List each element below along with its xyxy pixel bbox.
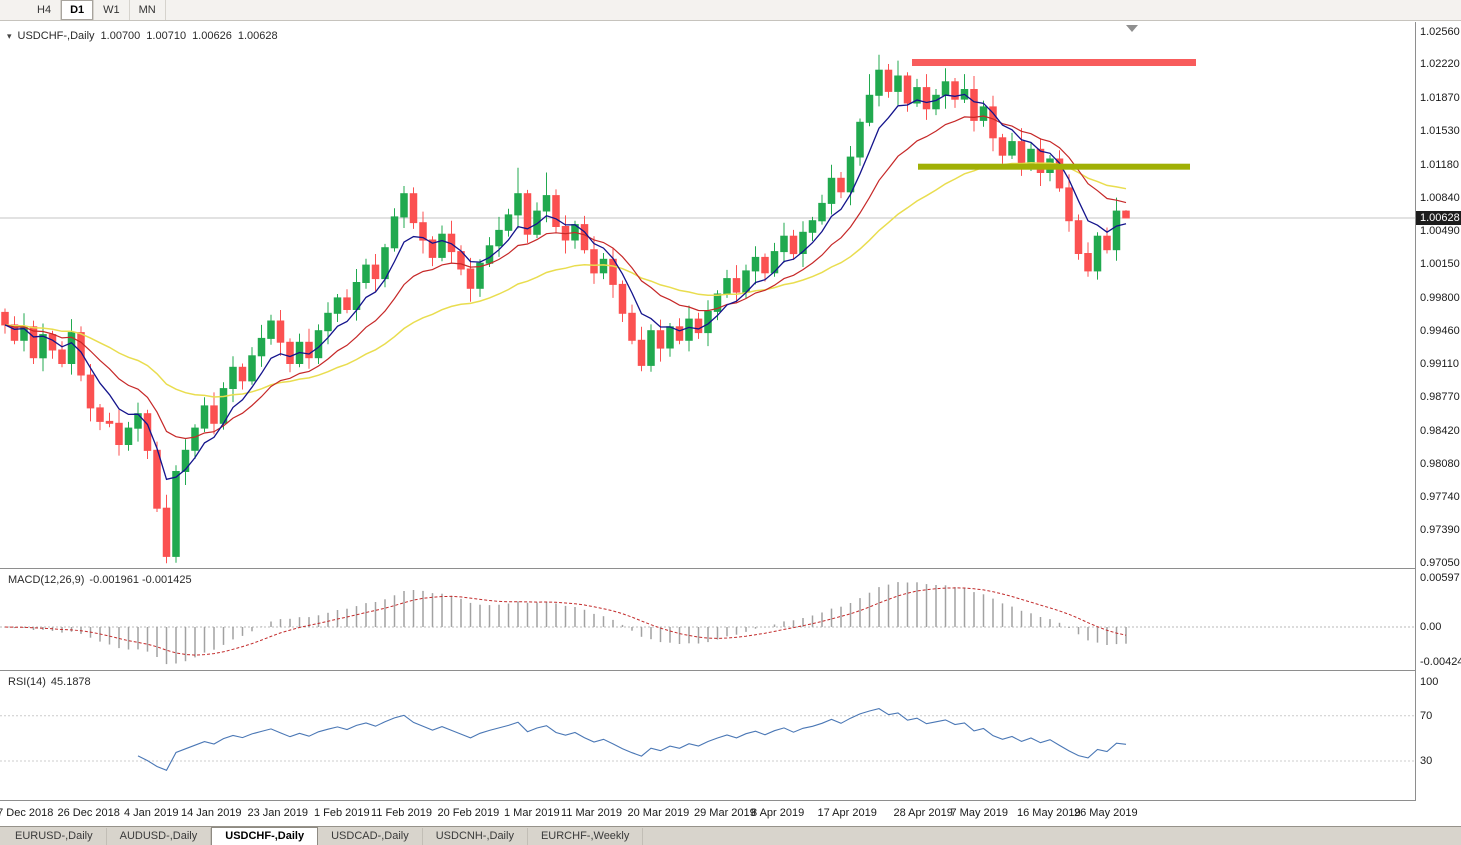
- info-symbol: USDCHF-,Daily: [17, 30, 95, 42]
- macd-scale-label: 0.00597: [1420, 572, 1460, 584]
- ma-line-14: [4, 115, 1127, 440]
- date-label: 17 Apr 2019: [817, 807, 877, 819]
- date-label: 17 Dec 2018: [0, 807, 54, 819]
- price-scale-label: 0.97390: [1420, 524, 1460, 536]
- date-label: 16 May 2019: [1017, 807, 1081, 819]
- price-scale-label: 0.98080: [1420, 458, 1460, 470]
- price-scale-label: 0.98770: [1420, 391, 1460, 403]
- info-low: 1.00626: [192, 30, 232, 42]
- price-chart[interactable]: [0, 22, 1416, 568]
- date-label: 1 Mar 2019: [504, 807, 560, 819]
- rsi-name: RSI(14): [8, 676, 46, 688]
- chart-tab-audusd-daily[interactable]: AUDUSD-,Daily: [107, 828, 212, 845]
- chart-shift-marker[interactable]: [1126, 25, 1138, 32]
- rsi-value: 45.1878: [50, 676, 91, 688]
- chart-tab-usdcad-daily[interactable]: USDCAD-,Daily: [318, 828, 423, 845]
- date-label: 26 May 2019: [1074, 807, 1138, 819]
- timeframe-button-w1[interactable]: W1: [94, 0, 130, 20]
- date-label: 28 Apr 2019: [893, 807, 953, 819]
- price-scale-label: 1.00840: [1420, 192, 1460, 204]
- macd-scale-label: 0.00: [1420, 621, 1442, 633]
- rsi-line: [137, 708, 1127, 771]
- chart-tab-usdcnh-daily[interactable]: USDCNH-,Daily: [423, 828, 528, 845]
- date-label: 29 Mar 2019: [694, 807, 756, 819]
- resistance-line[interactable]: [912, 59, 1196, 66]
- candles-layer: [1, 54, 1130, 564]
- macd-label: MACD(12,26,9) -0.001961 -0.001425: [8, 574, 197, 586]
- price-scale-label: 1.00150: [1420, 258, 1460, 270]
- date-label: 4 Jan 2019: [124, 807, 179, 819]
- date-label: 1 Feb 2019: [314, 807, 370, 819]
- chart-tab-usdchf-daily[interactable]: USDCHF-,Daily: [211, 827, 319, 845]
- timeframe-button-mn[interactable]: MN: [130, 0, 166, 20]
- date-label: 11 Mar 2019: [561, 807, 622, 819]
- price-scale-label: 1.01870: [1420, 92, 1460, 104]
- macd-signal-line: [4, 587, 1127, 656]
- chart-tab-bar: EURUSD-,Daily AUDUSD-,Daily USDCHF-,Daily U…: [0, 826, 1461, 845]
- price-scale-label: 1.00490: [1420, 225, 1460, 237]
- date-label: 7 May 2019: [950, 807, 1008, 819]
- rsi-scale-label: 70: [1420, 710, 1433, 722]
- macd-histogram: [4, 582, 1127, 665]
- panel-separator[interactable]: [0, 670, 1461, 671]
- price-scale-label: 1.01530: [1420, 125, 1460, 137]
- rsi-label: RSI(14) 45.1878: [8, 676, 96, 688]
- panel-separator[interactable]: [0, 800, 1461, 801]
- chart-tab-eurchf-weekly[interactable]: EURCHF-,Weekly: [528, 828, 644, 845]
- panel-separator[interactable]: [0, 568, 1461, 569]
- timeframe-toolbar: H4 D1 W1 MN: [0, 0, 1461, 21]
- date-label: 23 Jan 2019: [247, 807, 309, 819]
- price-scale-label: 1.02560: [1420, 26, 1460, 38]
- macd-chart[interactable]: [0, 569, 1416, 670]
- info-open: 1.00700: [100, 30, 141, 42]
- rsi-scale-label: 30: [1420, 755, 1433, 767]
- date-label: 20 Feb 2019: [437, 807, 500, 819]
- macd-name: MACD(12,26,9): [8, 574, 85, 586]
- price-scale-label: 0.99460: [1420, 325, 1460, 337]
- date-label: 26 Dec 2018: [57, 807, 120, 819]
- rsi-scale-label: 100: [1420, 676, 1439, 688]
- price-scale-label: 0.98420: [1420, 425, 1460, 437]
- date-label: 11 Feb 2019: [371, 807, 432, 819]
- date-label: 14 Jan 2019: [181, 807, 242, 819]
- chart-info-line: ▾ USDCHF-,Daily 1.00700 1.00710 1.00626 1.006…: [7, 30, 284, 42]
- timeframe-button-h4[interactable]: H4: [28, 0, 62, 20]
- date-label: 20 Mar 2019: [627, 807, 690, 819]
- info-high: 1.00710: [146, 30, 187, 42]
- chevron-down-icon[interactable]: ▾: [7, 31, 12, 41]
- price-scale-label: 0.97740: [1420, 491, 1460, 503]
- price-scale-label: 0.97050: [1420, 557, 1460, 569]
- timeframe-button-d1[interactable]: D1: [61, 0, 95, 20]
- ma-line-6: [4, 93, 1127, 481]
- price-scale-label: 0.99110: [1420, 358, 1459, 370]
- price-scale-label: 1.01180: [1420, 159, 1459, 171]
- ma-line-34: [4, 162, 1127, 398]
- macd-scale-label: -0.004243: [1420, 656, 1461, 668]
- date-label: 8 Apr 2019: [751, 807, 805, 819]
- price-scale-column[interactable]: 1.02560 1.02220 1.01870 1.01530 1.01180 1.008…: [1415, 22, 1461, 801]
- macd-values: -0.001961 -0.001425: [89, 574, 192, 586]
- current-price-tag: 1.00628: [1416, 211, 1461, 225]
- info-close: 1.00628: [237, 30, 278, 42]
- price-scale-label: 0.99800: [1420, 292, 1460, 304]
- price-scale-label: 1.02220: [1420, 58, 1460, 70]
- chart-tab-eurusd-daily[interactable]: EURUSD-,Daily: [2, 828, 107, 845]
- rsi-chart[interactable]: [0, 671, 1416, 800]
- support-line[interactable]: [918, 163, 1190, 170]
